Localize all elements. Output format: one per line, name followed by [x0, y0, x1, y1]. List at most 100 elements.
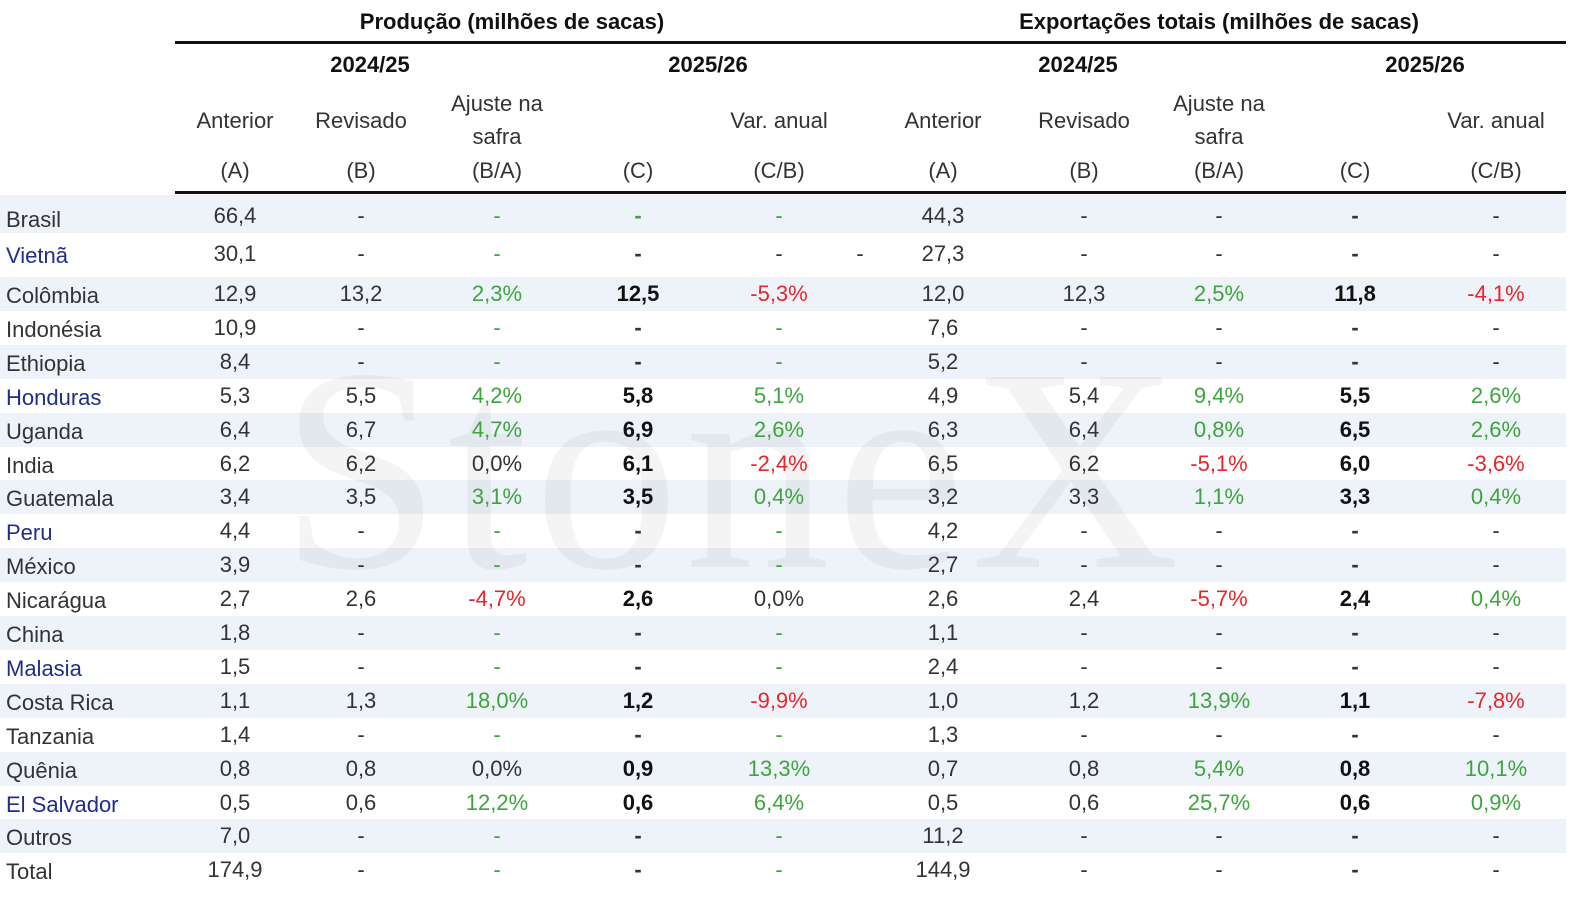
row-label: El Salvador [6, 791, 119, 817]
cell: - [1080, 203, 1088, 228]
cell: 2,6% [1470, 416, 1522, 442]
cell: 4,2% [471, 382, 523, 408]
cell: 4,7% [471, 416, 523, 442]
cell: 3,9 [219, 552, 251, 578]
cell: 6,1 [622, 450, 654, 476]
cell: - [493, 620, 501, 645]
column-header: Ajuste na [451, 91, 543, 116]
cell: - [1215, 518, 1223, 544]
cell: - [1080, 552, 1088, 578]
row-band [0, 277, 1566, 311]
cell: - [634, 552, 642, 578]
cell: 174,9 [207, 857, 263, 883]
cell: - [775, 203, 783, 228]
cell: - [1351, 314, 1359, 340]
row-label: Peru [6, 520, 53, 546]
cell: 1,1% [1193, 484, 1245, 510]
cell: - [357, 823, 365, 849]
cell: - [357, 518, 365, 544]
cell: 0,5 [219, 789, 251, 815]
column-header: safra [472, 124, 522, 149]
cell: 11,2 [922, 823, 964, 849]
cell: 6,7 [345, 416, 377, 442]
cell: 2,6% [753, 416, 805, 442]
cell: - [1080, 314, 1088, 340]
cell: 6,9 [622, 416, 654, 442]
column-header: (C/B) [753, 158, 805, 183]
cell: - [1351, 552, 1359, 578]
cell: 0,6 [1068, 789, 1100, 815]
cell: 1,3 [345, 687, 377, 713]
cell: - [357, 620, 365, 645]
cell: - [634, 620, 642, 645]
watermark: StoneX [280, 325, 1186, 615]
cell: -5,7% [1190, 586, 1248, 612]
cell: 6,4% [753, 789, 805, 815]
cell: - [1080, 653, 1088, 679]
cell: 3,3 [1068, 484, 1100, 510]
cell: 6,2 [345, 450, 377, 476]
cell: - [775, 823, 783, 849]
cell: - [493, 653, 501, 679]
cell: -9,9% [750, 687, 808, 713]
row-label: Outros [6, 825, 73, 851]
row-band [0, 412, 1566, 447]
row-label: Malasia [6, 655, 82, 681]
cell: - [775, 653, 783, 679]
cell: - [775, 241, 783, 266]
cell: - [357, 857, 365, 883]
cell: - [634, 653, 642, 679]
cell: 0,9% [1470, 789, 1522, 815]
cell: - [1492, 552, 1500, 578]
cell: 1,1 [927, 620, 959, 645]
cell: - [775, 348, 783, 374]
cell: - [1492, 653, 1500, 679]
cell: 4,9 [927, 382, 959, 408]
cell: 11,8 [1334, 281, 1376, 306]
cell: 12,0 [921, 281, 965, 306]
cell: - [634, 823, 642, 849]
column-header: (C) [1339, 158, 1371, 183]
cell: - [1080, 721, 1088, 747]
row-label: Costa Rica [6, 689, 114, 715]
cell: 2,7 [927, 552, 959, 578]
cell: 7,6 [927, 314, 959, 340]
row-band [0, 344, 1566, 379]
cell: - [1351, 721, 1359, 747]
cell: 3,4 [219, 484, 251, 510]
cell: 0,7 [927, 755, 959, 781]
cell: 1,1 [1339, 687, 1371, 713]
cell: 5,4% [1193, 755, 1245, 781]
column-header: (B) [1069, 158, 1099, 183]
row-label: Vietnã [6, 243, 68, 268]
row-label: Ethiopia [6, 350, 86, 376]
cell: 2,7 [219, 586, 251, 612]
cell: 6,2 [1068, 450, 1100, 476]
cell: - [634, 314, 642, 340]
column-header: Var. anual [1447, 108, 1545, 133]
cell: 2,6% [1470, 382, 1522, 408]
cell: - [357, 241, 365, 266]
cell: - [493, 203, 501, 228]
cell: 3,5 [345, 484, 377, 510]
cell: 1,3 [927, 721, 959, 747]
cell: 13,2 [339, 281, 383, 306]
cell: -5,1% [1190, 450, 1248, 476]
cell: 18,0% [465, 687, 529, 713]
cell: - [493, 857, 501, 883]
cell: 2,4 [927, 653, 959, 679]
cell: 2,4 [1339, 586, 1371, 612]
cell: - [357, 721, 365, 747]
cell: - [1492, 620, 1500, 645]
cell: 144,9 [915, 857, 971, 883]
cell: - [493, 518, 501, 544]
cell: - [1080, 348, 1088, 374]
cell: - [634, 518, 642, 544]
column-header: Revisado [1038, 108, 1130, 133]
column-header: safra [1194, 124, 1244, 149]
cell: 0,4% [1470, 586, 1522, 612]
cell: - [1351, 857, 1359, 883]
cell: - [1492, 241, 1500, 266]
row-label: India [6, 452, 54, 478]
group-title: Exportações totais (milhões de sacas) [1019, 9, 1419, 34]
